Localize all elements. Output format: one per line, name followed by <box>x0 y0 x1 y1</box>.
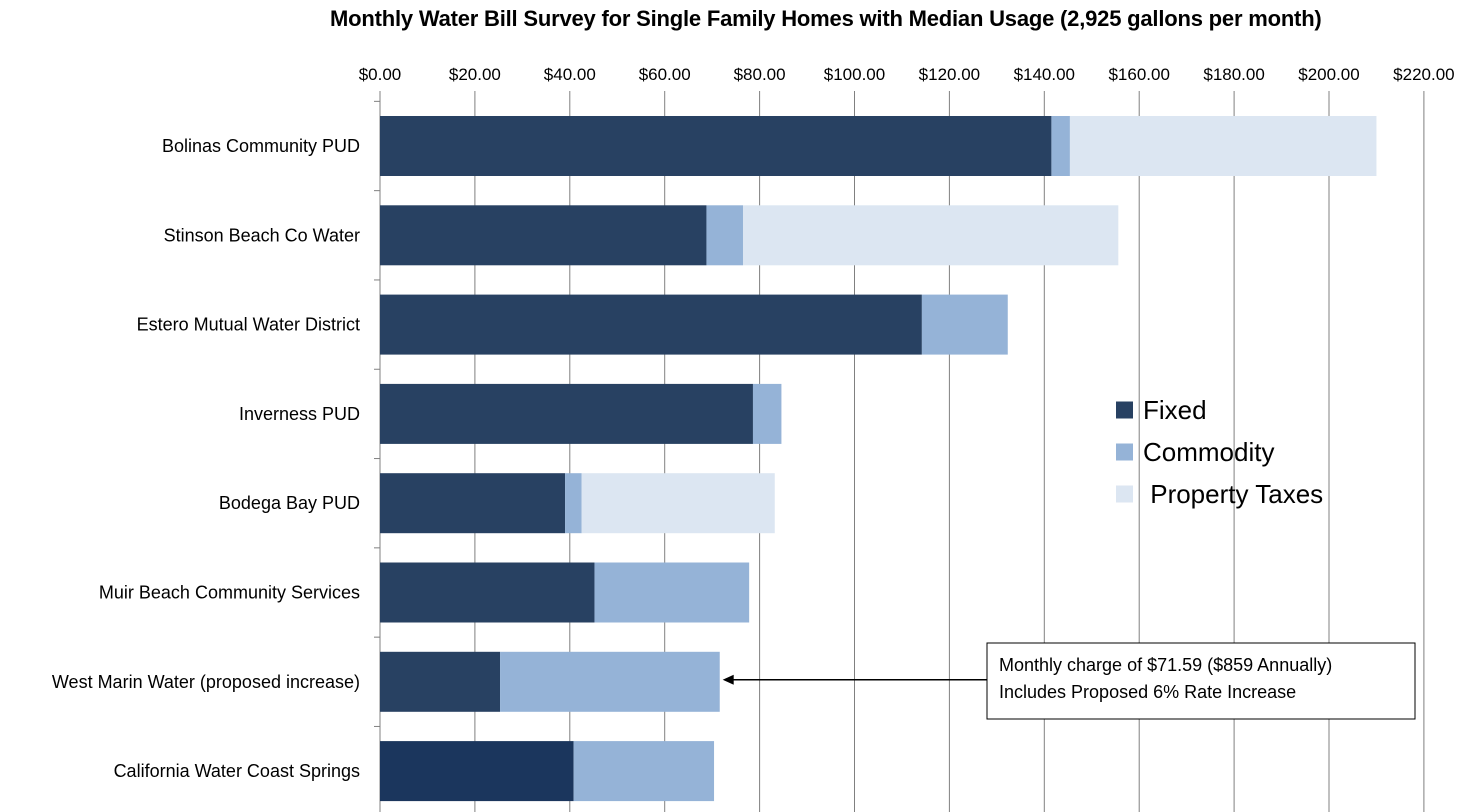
x-tick-label: $200.00 <box>1298 65 1359 84</box>
category-label: Stinson Beach Co Water <box>164 225 360 245</box>
legend-swatch <box>1116 443 1133 461</box>
annotation: Monthly charge of $71.59 ($859 Annually)… <box>722 642 1416 720</box>
bar-segment-commodity <box>565 473 582 534</box>
category-label: Inverness PUD <box>239 404 360 424</box>
bar-segment-fixed <box>380 294 922 355</box>
x-tick-label: $100.00 <box>824 65 885 84</box>
bar-segment-commodity <box>706 205 743 266</box>
legend: Fixed Commodity Property Taxes <box>1116 395 1323 509</box>
bar-segment-commodity <box>573 741 715 802</box>
x-tick-label: $120.00 <box>919 65 980 84</box>
bar-segment-fixed <box>380 741 574 802</box>
category-label: West Marin Water (proposed increase) <box>52 672 360 692</box>
bar-segment-property-taxes <box>742 205 1119 266</box>
legend-label: Property Taxes <box>1143 479 1323 509</box>
x-tick-label: $160.00 <box>1108 65 1169 84</box>
bar-segment-commodity <box>752 383 782 444</box>
bars <box>380 116 1377 802</box>
x-tick-label: $60.00 <box>639 65 691 84</box>
legend-label: Commodity <box>1143 437 1274 467</box>
bar-segment-property-taxes <box>581 473 775 534</box>
x-tick-label: $220.00 <box>1393 65 1454 84</box>
bar-segment-fixed <box>380 562 595 623</box>
bar-segment-commodity <box>1051 116 1070 176</box>
bar-segment-fixed <box>380 116 1052 176</box>
bar-segment-commodity <box>594 562 750 623</box>
bar-segment-property-taxes <box>1069 116 1377 176</box>
legend-swatch <box>1116 401 1133 419</box>
category-label: California Water Coast Springs <box>114 761 360 781</box>
x-tick-label: $140.00 <box>1014 65 1075 84</box>
category-labels: Bolinas Community PUD Stinson Beach Co Wa… <box>52 136 360 781</box>
bar-segment-fixed <box>380 205 707 266</box>
legend-swatch <box>1116 485 1133 503</box>
x-tick-label: $180.00 <box>1203 65 1264 84</box>
category-label: Bodega Bay PUD <box>219 493 360 513</box>
bar-segment-fixed <box>380 651 501 712</box>
bar-segment-fixed <box>380 383 753 444</box>
annotation-box <box>986 642 1416 720</box>
x-tick-label: $80.00 <box>734 65 786 84</box>
chart-title: Monthly Water Bill Survey for Single Fam… <box>330 6 1322 31</box>
annotation-text: Includes Proposed 6% Rate Increase <box>999 682 1296 702</box>
annotation-arrow-head <box>722 674 734 685</box>
x-tick-label: $40.00 <box>544 65 596 84</box>
x-tick-label: $20.00 <box>449 65 501 84</box>
bar-segment-commodity <box>921 294 1008 355</box>
category-label: Estero Mutual Water District <box>137 315 360 335</box>
legend-label: Fixed <box>1143 395 1207 425</box>
bar-segment-commodity <box>500 651 720 712</box>
category-label: Bolinas Community PUD <box>162 136 360 156</box>
bar-segment-fixed <box>380 473 566 534</box>
x-tick-label: $0.00 <box>359 65 402 84</box>
x-axis-ticks: $0.00 $20.00 $40.00 $60.00 $80.00 $100.00 $120… <box>359 65 1455 97</box>
category-label: Muir Beach Community Services <box>99 583 360 603</box>
annotation-text: Monthly charge of $71.59 ($859 Annually) <box>999 655 1332 675</box>
